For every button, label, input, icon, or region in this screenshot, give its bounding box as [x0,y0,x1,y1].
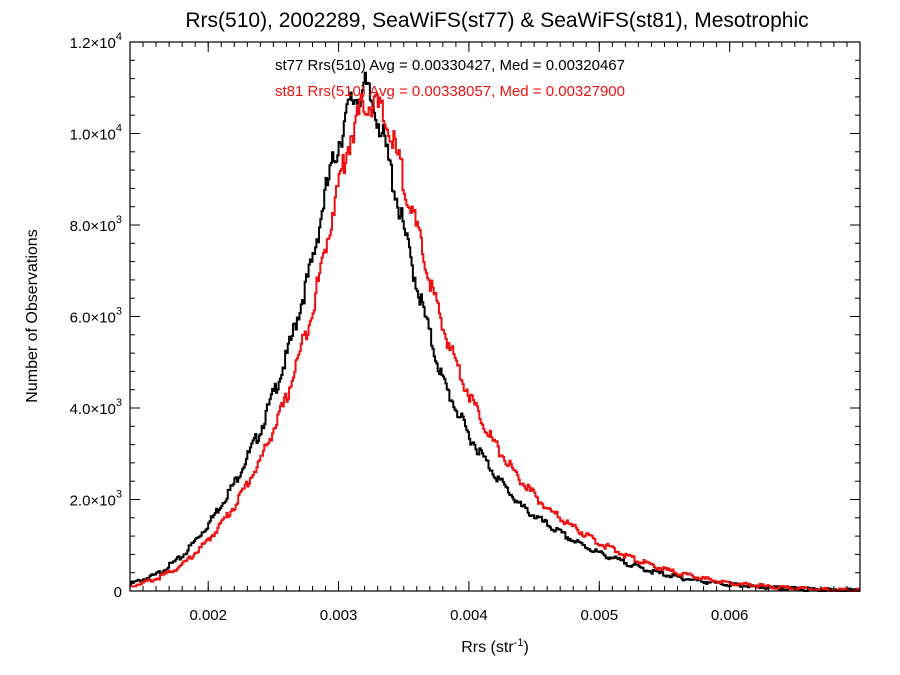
x-tick-label: 0.005 [581,607,619,624]
y-tick-label: 4.0×103 [70,397,122,418]
y-tick-label: 8.0×103 [70,214,122,235]
chart-title: Rrs(510), 2002289, SeaWiFS(st77) & SeaWi… [185,9,808,32]
y-tick-mantissa: 0 [114,584,122,601]
plot-lines [130,71,860,592]
y-tick-mantissa: 8.0×10 [70,218,116,235]
y-tick-exponent: 4 [116,31,122,43]
x-axis-label-sup: -1 [514,637,524,649]
y-tick-label: 0 [114,584,122,601]
y-axis-label: Number of Observations [24,229,41,402]
y-tick-exponent: 4 [116,123,122,135]
y-tick-mantissa: 2.0×10 [70,493,116,510]
y-tick-exponent: 3 [116,397,122,409]
y-tick-mantissa: 6.0×10 [70,310,116,327]
x-tick-label: 0.002 [189,607,227,624]
y-tick-mantissa: 1.0×10 [70,127,116,144]
y-tick-exponent: 3 [116,306,122,318]
x-axis-label: Rrs (str-1) [461,637,529,656]
legend-entry-st81: st81 Rrs(510) Avg = 0.00338057, Med = 0.… [275,83,625,100]
y-tick-label: 1.0×104 [70,123,122,144]
y-tick-exponent: 3 [116,489,122,501]
x-tick-label: 0.003 [320,607,358,624]
plot-frame [129,41,861,592]
x-tick-label: 0.006 [711,607,749,624]
y-tick-mantissa: 4.0×10 [70,401,116,418]
series-line-st77 [130,71,860,592]
y-tick-exponent: 3 [116,214,122,226]
y-tick-label: 2.0×103 [70,489,122,510]
y-tick-label: 1.2×104 [70,31,122,52]
y-axis: 02.0×1034.0×1036.0×1038.0×1031.0×1041.2×… [70,31,860,601]
x-axis-label-base: Rrs (str [461,639,514,656]
x-axis-label-close: ) [523,639,528,656]
series-line-st81 [130,92,860,592]
x-axis: 0.002 0.003 0.004 0.005 0.006 [142,42,848,624]
x-tick-label: 0.004 [450,607,488,624]
legend-entry-st77: st77 Rrs(510) Avg = 0.00330427, Med = 0.… [275,57,625,74]
y-tick-label: 6.0×103 [70,306,122,327]
y-tick-mantissa: 1.2×10 [70,35,116,52]
